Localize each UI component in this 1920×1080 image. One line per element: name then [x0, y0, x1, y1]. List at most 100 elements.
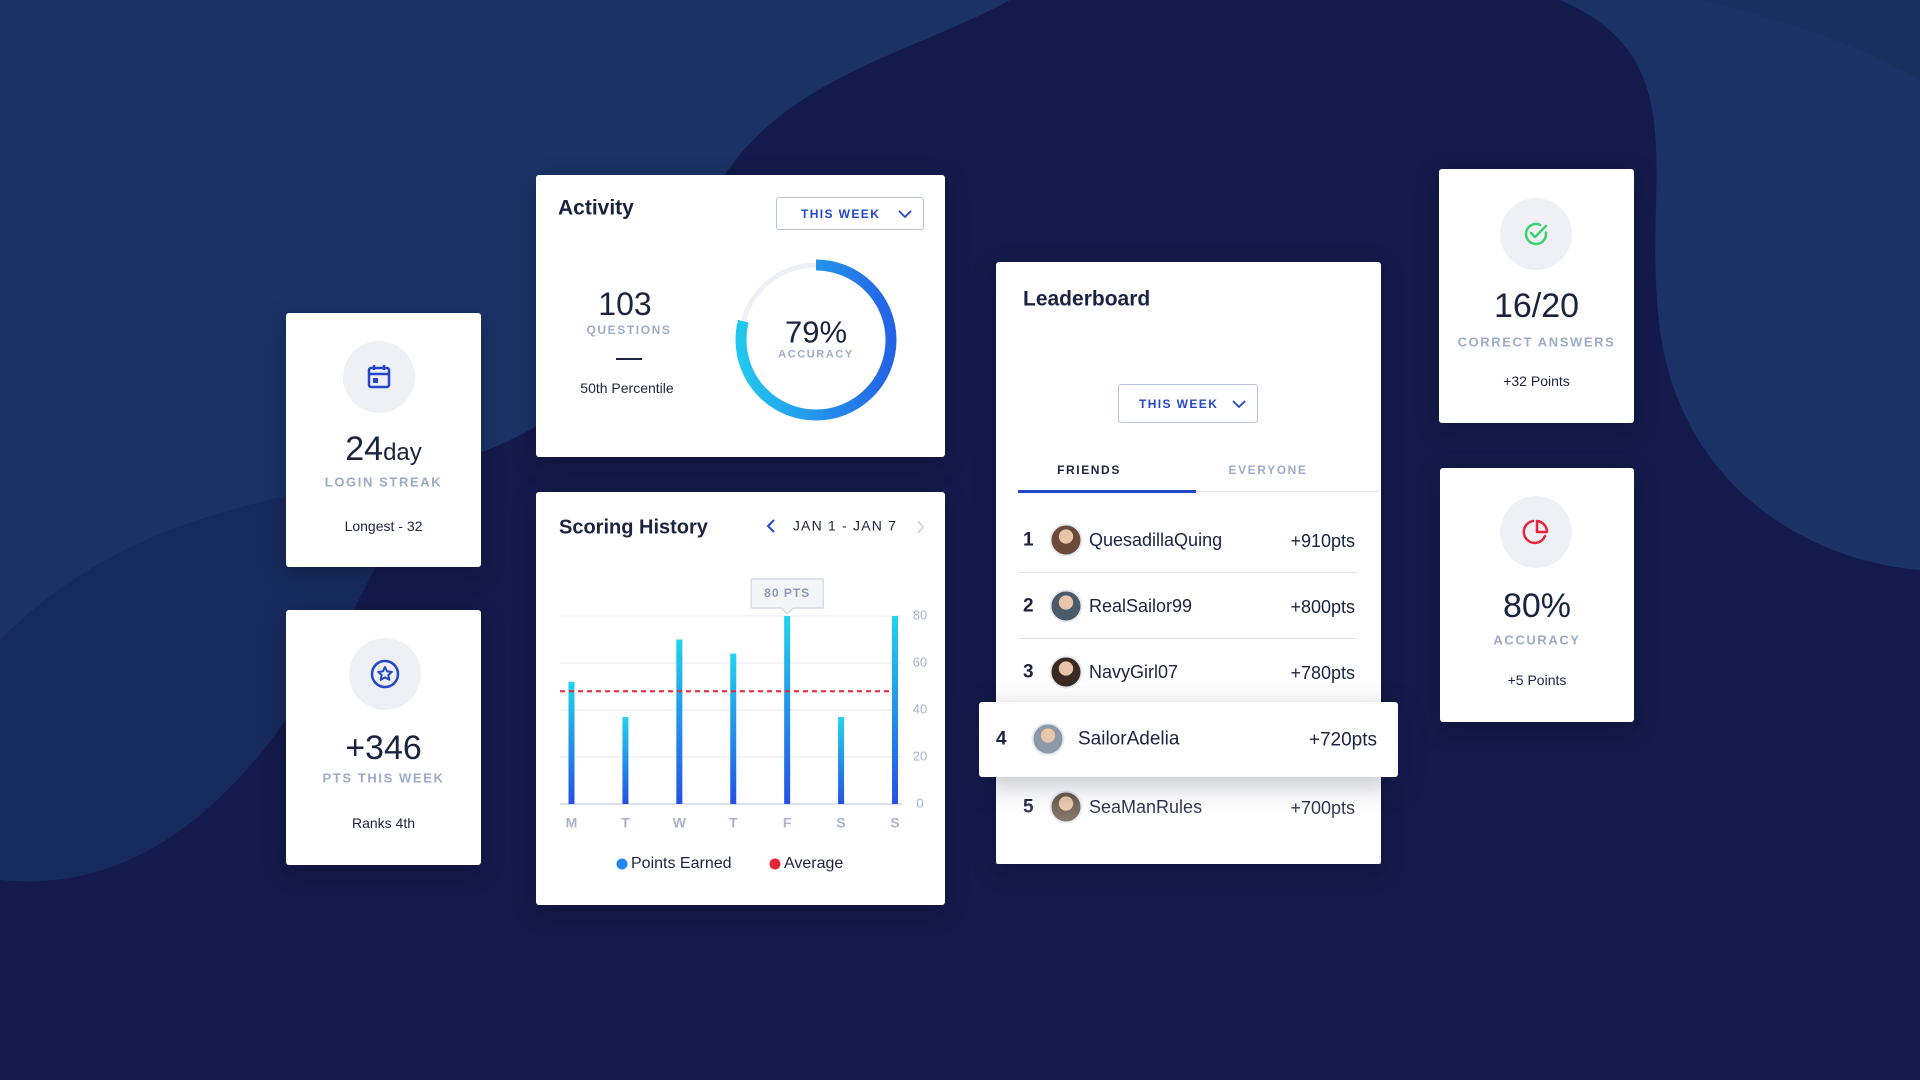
- y-tick-label: 40: [913, 701, 927, 716]
- rank: 4: [996, 728, 1007, 750]
- questions-label: QUESTIONS: [586, 323, 672, 337]
- correct-value: 16/20: [1493, 287, 1580, 325]
- accuracy-card: 80% ACCURACY +5 Points: [1440, 468, 1634, 722]
- activity-filter[interactable]: THIS WEEK: [776, 197, 924, 230]
- legend-label: Points Earned: [631, 855, 732, 872]
- accuracy-arc: [735, 259, 897, 421]
- activity-title: Activity: [558, 196, 634, 220]
- rank: 5: [1023, 796, 1034, 818]
- tooltip-label: 80 PTS: [764, 586, 810, 600]
- points-note: Ranks 4th: [351, 815, 416, 831]
- rank: 2: [1023, 595, 1034, 617]
- player-name: NavyGirl07: [1089, 662, 1179, 682]
- scoring-history-card: Scoring History JAN 1 - JAN 7 0 20 40 60 80 M…: [536, 492, 945, 905]
- streak-note: Longest - 32: [344, 518, 423, 534]
- star-icon: [349, 638, 421, 710]
- points-label: PTS THIS WEEK: [322, 770, 445, 786]
- tab-everyone[interactable]: EVERYONE: [1228, 463, 1308, 477]
- rank: 3: [1023, 661, 1034, 683]
- x-tick-label: S: [890, 815, 899, 831]
- avatar: [1049, 790, 1083, 824]
- row-divider: [1018, 638, 1357, 639]
- tab-indicator: [1018, 490, 1196, 493]
- activity-card: Activity THIS WEEK 103 QUESTIONS 50th Pe…: [536, 175, 945, 457]
- scoring-chart: Scoring History JAN 1 - JAN 7 0 20 40 60 80 M…: [559, 516, 927, 872]
- leaderboard-row: 1 QuesadillaQuing +910pts: [996, 507, 1381, 573]
- correct-note: +32 Points: [1503, 373, 1570, 389]
- y-tick-label: 80: [913, 607, 927, 622]
- tab-divider: [1018, 491, 1379, 492]
- check-icon: [1500, 198, 1572, 270]
- bar: [676, 639, 683, 804]
- bar: [784, 616, 791, 804]
- row-divider: [1018, 572, 1357, 573]
- x-tick-label: F: [783, 815, 792, 831]
- highlight-row: 4 SailorAdelia +720pts: [979, 702, 1398, 777]
- chevron: [898, 209, 912, 218]
- streak-label: LOGIN STREAK: [324, 474, 443, 490]
- date-range: JAN 1 - JAN 7: [793, 518, 897, 534]
- pie-icon: [1500, 496, 1572, 568]
- accuracy-card-note: +5 Points: [1507, 672, 1567, 688]
- x-tick-label: T: [729, 815, 738, 831]
- bar: [838, 717, 845, 804]
- legend-dot: [616, 858, 628, 870]
- y-tick-label: 20: [913, 748, 927, 763]
- accuracy-ring: [735, 259, 897, 421]
- avatar: [1049, 589, 1083, 623]
- chevron: [1232, 399, 1246, 408]
- filter-text: THIS WEEK: [801, 206, 881, 221]
- bar: [568, 681, 575, 804]
- x-tick-label: T: [621, 815, 630, 831]
- x-tick-label: W: [673, 815, 687, 831]
- player-points: +800pts: [1290, 597, 1355, 617]
- y-tick-label: 0: [916, 795, 923, 810]
- leaderboard-row: 5 SeaManRules +700pts: [996, 774, 1381, 840]
- player-points: +700pts: [1290, 798, 1355, 818]
- calendar-icon: [343, 341, 415, 413]
- player-points: +720pts: [1308, 729, 1377, 751]
- percentile: 50th Percentile: [580, 380, 674, 396]
- player-name: RealSailor99: [1089, 596, 1193, 616]
- correct-answers-card: 16/20 CORRECT ANSWERS +32 Points: [1439, 169, 1634, 423]
- leaderboard-row: 2 RealSailor99 +800pts: [996, 573, 1381, 639]
- rank: 1: [1023, 529, 1034, 551]
- avatar: [1049, 655, 1083, 689]
- player-points: +910pts: [1290, 531, 1355, 551]
- x-tick-label: S: [836, 815, 845, 831]
- y-tick-label: 60: [913, 654, 927, 669]
- login-streak-card: 24day LOGIN STREAK Longest - 32: [286, 313, 481, 567]
- next-arrow[interactable]: [917, 520, 925, 534]
- player-name: SeaManRules: [1089, 797, 1203, 817]
- accuracy-label: ACCURACY: [778, 348, 854, 361]
- bar: [892, 616, 898, 804]
- questions-count: 103: [598, 286, 652, 322]
- legend-dot: [769, 858, 781, 870]
- leaderboard-card: Leaderboard THIS WEEK FRIENDS EVERYONE 1…: [979, 262, 1398, 864]
- player-points: +780pts: [1290, 663, 1355, 683]
- tab-friends[interactable]: FRIENDS: [1057, 463, 1121, 477]
- divider: [616, 358, 642, 360]
- player-name: SailorAdelia: [1078, 728, 1180, 750]
- streak-unit: day: [383, 439, 422, 466]
- leaderboard-title: Leaderboard: [1023, 287, 1151, 311]
- streak-number: 24: [345, 430, 384, 468]
- streak-value: 24day: [286, 432, 481, 466]
- filter-text: THIS WEEK: [1139, 396, 1219, 411]
- avatar: [1049, 523, 1083, 557]
- accuracy-card-label: ACCURACY: [1493, 632, 1581, 648]
- leaderboard-filter[interactable]: THIS WEEK: [1118, 384, 1258, 423]
- points-week-card: +346 PTS THIS WEEK Ranks 4th: [286, 610, 481, 865]
- accuracy-card-value: 80%: [1502, 587, 1572, 625]
- prev-arrow[interactable]: [766, 519, 775, 533]
- points-value: +346: [345, 729, 422, 767]
- accuracy-value: 79%: [784, 314, 848, 350]
- bar: [730, 653, 737, 804]
- leaderboard-row: 3 NavyGirl07 +780pts: [996, 639, 1381, 705]
- x-tick-label: M: [566, 815, 578, 831]
- correct-label: CORRECT ANSWERS: [1457, 334, 1616, 350]
- avatar: [1031, 722, 1065, 756]
- legend-label: Average: [784, 855, 843, 872]
- tooltip-box: [750, 578, 824, 615]
